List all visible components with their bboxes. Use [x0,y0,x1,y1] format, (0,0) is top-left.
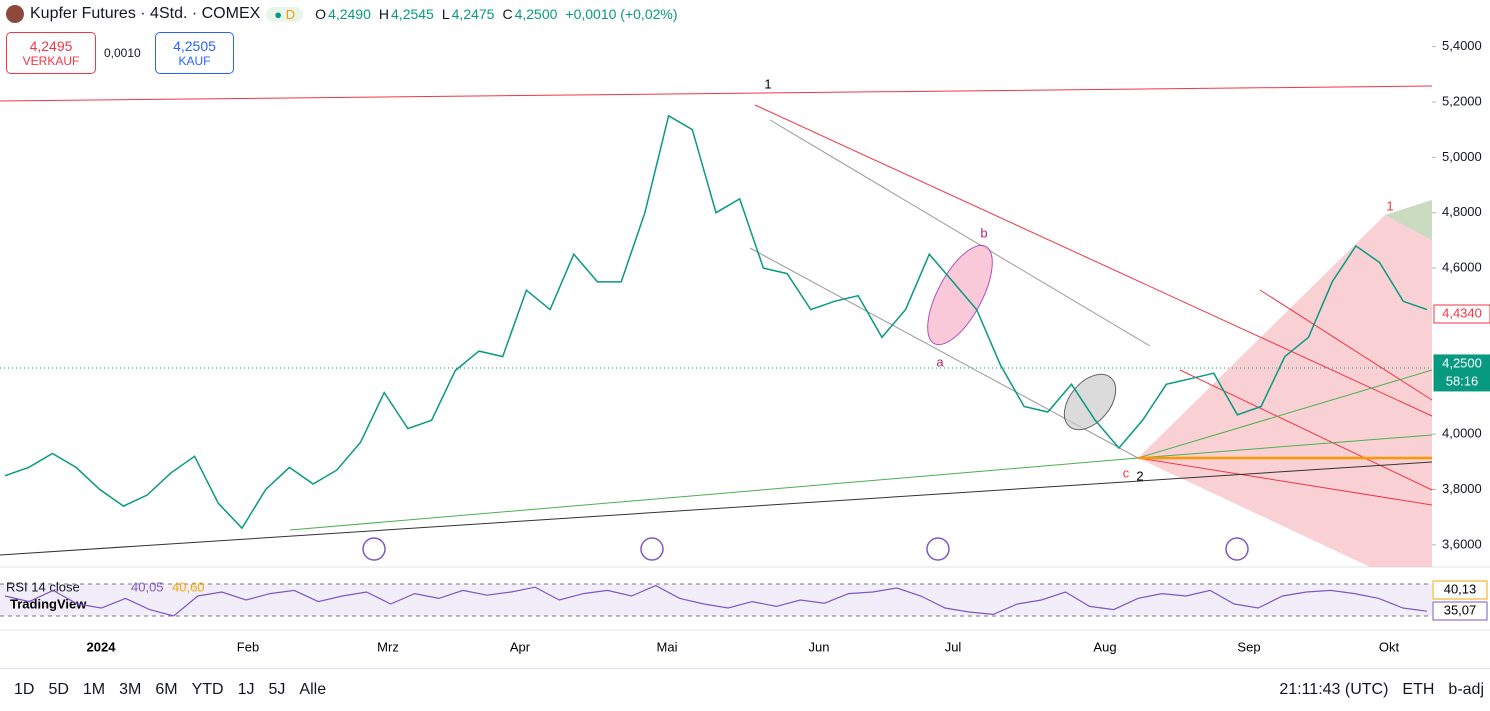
fan-area [1385,200,1432,240]
event-icons [362,537,1249,561]
trendline [754,104,1433,417]
price-tag-text: 4,2500 [1442,355,1482,370]
y-tick-label: 5,0000 [1442,149,1482,164]
range-button[interactable]: 1D [14,681,35,698]
x-tick-label: Jun [809,639,830,654]
sell-price: 4,2495 [29,38,73,54]
ohlc-value: 4,2545 [391,6,434,22]
badge-text: D [285,6,296,22]
rsi-tag [1432,601,1488,621]
trendline [1137,369,1433,459]
sell-label: VERKAUF [22,54,80,68]
range-button[interactable]: 3M [119,681,142,698]
y-tick-label: 3,6000 [1442,536,1482,551]
wave-label: 1 [764,76,771,91]
y-tick-label: 4,0000 [1442,426,1482,441]
fork-line [1179,369,1433,491]
x-tick-label: Sep [1237,639,1260,654]
ohlc-key: H [378,6,390,22]
buy-price: 4,2505 [173,38,216,54]
ohlc-value: 4,2500 [514,6,558,22]
buy-label: KAUF [178,54,211,68]
ellipse [1063,373,1117,431]
rsi-value: 40,05 [131,579,164,594]
rsi-tag [1432,580,1488,600]
x-tick-label: Okt [1379,639,1400,654]
wave-label: c [1123,465,1130,480]
range-button[interactable]: 1M [82,681,106,698]
ohlc-change: +0,0010 (+0,02%) [565,6,678,22]
ohlc-value: 4,2475 [451,6,495,22]
range-button[interactable]: YTD [191,681,224,698]
rsi-fill [0,584,1432,616]
x-tick-label: Feb [237,639,259,654]
rsi-tag-text: 40,13 [1444,581,1477,596]
range-button[interactable]: 6M [155,681,178,698]
session[interactable]: ETH [1402,681,1435,698]
x-tick-label: 2024 [87,639,117,654]
trendline [1137,434,1433,459]
rsi-tag-text: 35,07 [1444,602,1477,617]
trendline [0,85,1433,102]
range-button[interactable]: 5D [48,681,69,698]
clock: 21:11:43 (UTC) [1279,681,1389,698]
logo: TradingView [10,596,87,611]
spread: 0,0010 [104,46,141,60]
y-tick-label: 4,8000 [1442,204,1482,219]
x-tick-label: Mrz [377,639,399,654]
trendline [0,461,1433,556]
wave-label: 1 [1386,198,1393,213]
buy-button[interactable]: 4,2505 KAUF [155,32,234,74]
ohlc-key: C [502,6,513,22]
badge[interactable]: ● D [266,6,304,22]
price-tag [1433,304,1490,324]
channel-line [769,119,1151,347]
toolbar: 1D 5D 1M 3M 6M YTD 1J 5J Alle 21:11:43 (UTC) ETH … [0,668,1490,711]
header: Kupfer Futures · 4Std. · COMEX ● D O 4,24… [6,2,678,26]
wave-label: 2 [1136,468,1143,483]
x-tick-label: Apr [510,639,531,654]
ohlc-value: 4,2490 [328,6,371,22]
ohlc: O 4,2490 H 4,2545 L 4,2475 C 4,2500 +0,0010 (+0,… [309,6,677,22]
price-line [4,114,1428,530]
wave-label: b [980,225,987,240]
countdown: 58:16 [1446,373,1479,388]
fork-line [1259,289,1433,401]
trendline [289,457,1139,531]
x-tick-label: Jul [945,639,962,654]
ohlc-key: O [315,6,327,22]
fork-line [1137,457,1433,506]
title: Kupfer Futures · 4Std. · COMEX [30,5,261,22]
rsi-value: 40,60 [172,579,205,594]
x-tick-label: Mai [657,639,678,654]
price-tag-text: 4,4340 [1442,305,1482,320]
adjust[interactable]: b-adj [1448,681,1484,698]
y-tick-label: 5,2000 [1442,93,1482,108]
price-tag [1433,354,1490,392]
ohlc-key: L [441,6,450,22]
pitchfork-area [1138,200,1432,567]
symbol-icon [6,5,24,23]
rsi-title: RSI 14 close [6,579,80,594]
range-button[interactable]: 1J [237,681,255,698]
y-tick-label: 4,6000 [1442,259,1482,274]
sell-button[interactable]: 4,2495 VERKAUF [6,32,96,74]
chart: 1 2 a b c 1 RSI 14 close 40,05 40,60 Tra… [0,38,1490,654]
range-button[interactable]: Alle [299,681,327,698]
y-tick-label: 5,4000 [1442,38,1482,53]
range-button[interactable]: 5J [268,681,286,698]
y-tick-label: 3,8000 [1442,481,1482,496]
rsi-line [4,584,1428,617]
wave-label: a [936,354,944,369]
ellipse [927,244,993,346]
x-tick-label: Aug [1093,639,1116,654]
